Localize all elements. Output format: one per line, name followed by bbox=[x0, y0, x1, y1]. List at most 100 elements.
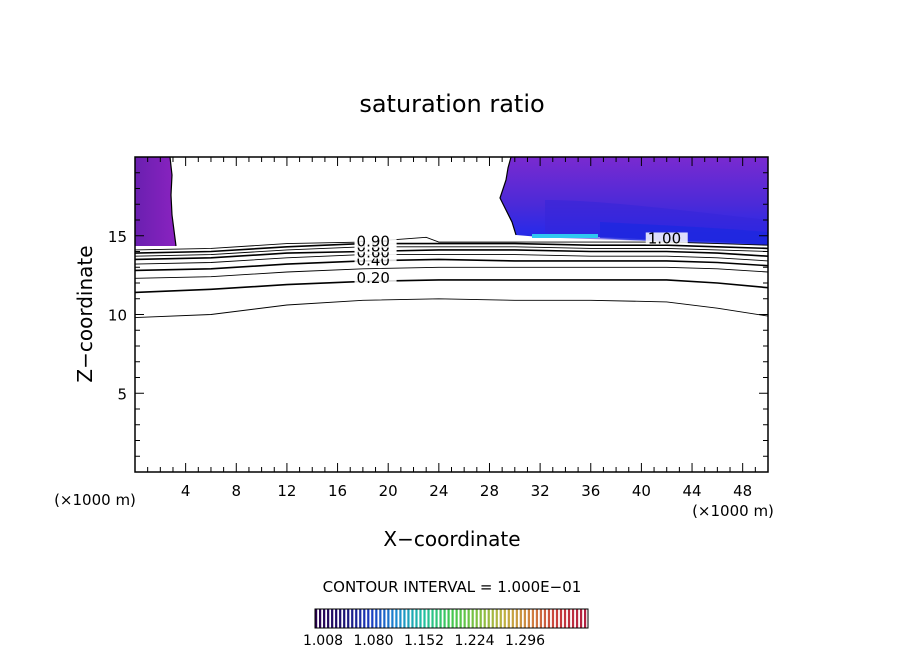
colorbar-stripe bbox=[503, 609, 506, 628]
shaded-region-left bbox=[135, 157, 176, 246]
x-tick-label: 40 bbox=[632, 482, 651, 500]
y-axis: 5 10 15 bbox=[108, 172, 768, 457]
colorbar-frame bbox=[314, 608, 589, 629]
x-tick-label: 48 bbox=[733, 482, 752, 500]
colorbar-stripe bbox=[535, 609, 539, 628]
colorbar-stripe bbox=[427, 609, 430, 628]
contour-highlight-1 bbox=[532, 234, 598, 238]
x-tick-label: 28 bbox=[480, 482, 499, 500]
colorbar-stripe bbox=[551, 609, 555, 628]
colorbar-stripe bbox=[331, 609, 334, 628]
x-tick-label: 8 bbox=[232, 482, 242, 500]
colorbar-stripe bbox=[519, 609, 522, 628]
colorbar-stripe bbox=[315, 609, 318, 628]
contour-line-0.8 bbox=[135, 242, 768, 254]
colorbar-stripe bbox=[443, 609, 446, 628]
colorbar-stripe bbox=[499, 609, 502, 628]
colorbar-stripe bbox=[547, 609, 551, 628]
x-tick-label: 24 bbox=[429, 482, 448, 500]
colorbar-stripe bbox=[583, 609, 587, 628]
contour-line-0.5 bbox=[135, 254, 768, 265]
x-tick-label: 20 bbox=[379, 482, 398, 500]
colorbar-stripe bbox=[515, 609, 518, 628]
contour-label: 0.20 bbox=[357, 269, 390, 287]
colorbar-tick-label: 1.224 bbox=[454, 633, 494, 649]
colorbar-stripe bbox=[543, 609, 547, 628]
x-axis: 4 8 12 16 20 24 28 32 36 40 44 48 bbox=[147, 157, 756, 500]
colorbar-stripe bbox=[387, 609, 390, 628]
colorbar-stripe bbox=[439, 609, 442, 628]
colorbar-stripe bbox=[371, 609, 374, 628]
colorbar-labels: 1.008 1.080 1.152 1.224 1.296 bbox=[303, 633, 545, 649]
y-axis-label: Z−coordinate bbox=[73, 245, 97, 382]
colorbar-stripe bbox=[555, 609, 559, 628]
colorbar-stripe bbox=[407, 609, 410, 628]
shaded-regions bbox=[135, 157, 768, 247]
colorbar-stripe bbox=[395, 609, 398, 628]
colorbar-stripe bbox=[471, 609, 474, 628]
colorbar-stripe bbox=[379, 609, 382, 628]
contour-line-0.7 bbox=[135, 246, 768, 257]
contour-line-0.4 bbox=[135, 258, 768, 272]
x-tick-label: 4 bbox=[181, 482, 191, 500]
colorbar-stripe bbox=[415, 609, 418, 628]
shaded-region-boundary-right bbox=[499, 157, 517, 236]
colorbar-stripe bbox=[359, 609, 362, 628]
colorbar-stripe bbox=[403, 609, 406, 628]
colorbar-stripe bbox=[539, 609, 543, 628]
contour-labels: 0.200.400.600.800.901.00 bbox=[354, 229, 688, 287]
y-tick-label: 5 bbox=[117, 385, 127, 403]
colorbar-stripe bbox=[491, 609, 494, 628]
x-axis-label: X−coordinate bbox=[383, 527, 520, 551]
colorbar-stripe bbox=[363, 609, 366, 628]
colorbar-stripe bbox=[527, 609, 530, 628]
colorbar-stripe bbox=[487, 609, 490, 628]
colorbar-stripe bbox=[423, 609, 426, 628]
colorbar-stripe bbox=[343, 609, 346, 628]
colorbar-stripe bbox=[479, 609, 482, 628]
y-tick-label: 10 bbox=[108, 307, 127, 325]
colorbar-stripe bbox=[351, 609, 354, 628]
x-tick-label: 32 bbox=[531, 482, 550, 500]
colorbar-stripe bbox=[391, 609, 394, 628]
colorbar-stripe bbox=[367, 609, 370, 628]
x-tick-label: 16 bbox=[328, 482, 347, 500]
colorbar-stripe bbox=[455, 609, 458, 628]
colorbar-stripe bbox=[327, 609, 330, 628]
colorbar-stripe bbox=[323, 609, 326, 628]
contour-line-0.1 bbox=[135, 298, 768, 319]
x-tick-label: 44 bbox=[682, 482, 701, 500]
colorbar-stripe bbox=[399, 609, 402, 628]
colorbar-stripe bbox=[559, 609, 563, 628]
colorbar-stripe bbox=[419, 609, 422, 628]
x-tick-label: 12 bbox=[277, 482, 296, 500]
contour-lines bbox=[135, 236, 768, 319]
colorbar-stripe bbox=[451, 609, 454, 628]
colorbar-stripe bbox=[463, 609, 466, 628]
colorbar-stripe bbox=[435, 609, 438, 628]
contour-line-0.6 bbox=[135, 249, 768, 261]
contour-line-0.2 bbox=[135, 279, 768, 294]
colorbar-stripe bbox=[411, 609, 414, 628]
colorbar-stripe bbox=[507, 609, 510, 628]
x-unit-right: (×1000 m) bbox=[692, 502, 774, 520]
contour-label-bg bbox=[645, 232, 688, 245]
contour-label-bg bbox=[354, 271, 397, 284]
colorbar-stripe bbox=[335, 609, 338, 628]
colorbar-stripe bbox=[511, 609, 514, 628]
contour-interval-label: CONTOUR INTERVAL = 1.000E−01 bbox=[323, 578, 582, 596]
colorbar-stripe bbox=[447, 609, 450, 628]
colorbar-tick-label: 1.080 bbox=[353, 633, 393, 649]
colorbar-stripe bbox=[575, 609, 579, 628]
colorbar-stripe bbox=[375, 609, 378, 628]
colorbar-stripe bbox=[531, 609, 535, 628]
colorbar-stripe bbox=[319, 609, 322, 628]
chart-title: saturation ratio bbox=[359, 90, 544, 118]
colorbar-tick-label: 1.296 bbox=[505, 633, 545, 649]
colorbar-stripe bbox=[567, 609, 571, 628]
contour-label: 1.00 bbox=[648, 229, 681, 247]
x-unit-left: (×1000 m) bbox=[54, 491, 136, 509]
shaded-region-boundary-left bbox=[169, 157, 177, 247]
colorbar-stripe bbox=[467, 609, 470, 628]
